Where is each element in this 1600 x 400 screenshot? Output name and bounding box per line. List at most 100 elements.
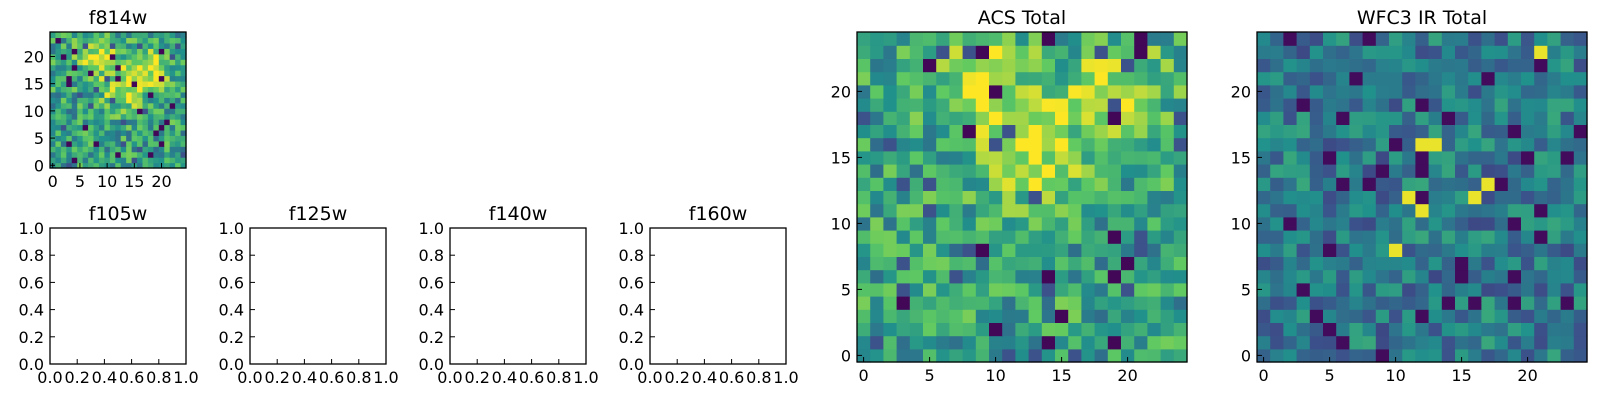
heatmap-cell [175,124,182,131]
heatmap-cell [909,111,924,125]
heatmap-cell [989,71,1003,86]
heatmap-cell [923,98,937,112]
heatmap-cell [1534,296,1548,310]
heatmap-cell [120,53,127,60]
heatmap-cell [131,140,138,147]
heatmap-cell [104,70,111,77]
heatmap-cell [1121,203,1135,218]
heatmap-cell [55,102,62,109]
heatmap-cell [126,140,133,147]
heatmap-cell [1055,150,1069,165]
heatmap-cell [137,129,144,136]
heatmap-cell [55,75,62,82]
heatmap-cell [883,32,898,46]
heatmap-cell [1560,322,1575,337]
heatmap-cell [1349,98,1364,112]
heatmap-cell [175,64,182,71]
heatmap-cell [66,86,73,93]
heatmap-cell [158,113,165,120]
heatmap-cell [120,113,127,120]
heatmap-cell [153,59,160,66]
heatmap-cell [1147,216,1162,231]
heatmap-cell [989,296,1003,310]
heatmap-cell [1547,137,1562,152]
heatmap-cell [1173,256,1188,271]
heatmap-cell [82,64,89,71]
heatmap-cell [147,140,154,147]
heatmap-cell [169,102,176,109]
axes-background [450,228,586,364]
heatmap-cell [137,135,144,142]
heatmap-cell [93,162,100,169]
heatmap-cell [1094,137,1109,152]
heatmap-cell [1041,296,1056,310]
heatmap-cell [1134,71,1148,86]
heatmap-cell [137,97,144,104]
heatmap-cell [975,111,990,125]
heatmap-cell [120,75,127,82]
heatmap-cell [175,113,182,120]
heatmap-cell [1002,190,1016,205]
heatmap-cell [1107,98,1122,112]
heatmap-cell [1296,243,1311,257]
heatmap-cell [142,48,149,55]
heatmap-cell [82,124,89,131]
heatmap-cell [131,129,138,136]
heatmap-cell [1415,269,1430,284]
heatmap-cell [1160,32,1175,46]
heatmap-cell [126,157,133,164]
heatmap-cell [109,102,116,109]
heatmap-cell [1455,190,1469,205]
heatmap-cell [1068,137,1082,152]
heatmap-cell [1534,335,1548,350]
heatmap-cell [975,335,990,350]
heatmap-cell [109,91,116,98]
y-tick-label: 0.6 [419,273,444,292]
heatmap-cell [66,129,73,136]
heatmap-cell [989,230,1003,244]
heatmap-cell [55,59,62,66]
heatmap-cell [1134,111,1148,125]
heatmap-cell [50,129,57,136]
heatmap-cell [1173,137,1188,152]
heatmap-cell [1134,203,1148,218]
heatmap-cell [857,322,871,337]
y-tick-label: 15 [24,75,44,94]
heatmap-cell [1134,177,1148,191]
heatmap-cell [1336,203,1350,218]
heatmap-cell [147,97,154,104]
heatmap-cell [949,230,964,244]
heatmap-cell [1147,71,1162,86]
heatmap-cell [77,48,84,55]
heatmap-cell [1028,190,1043,205]
heatmap-cell [989,32,1003,46]
heatmap-cell [77,108,84,115]
heatmap-cells [1257,32,1588,363]
heatmap-cell [1441,84,1456,99]
heatmap-cell [164,86,171,93]
heatmap-cell [1173,243,1188,257]
heatmap-cell [1147,150,1162,165]
heatmap-cell [180,37,187,44]
heatmap-cell [180,75,187,82]
heatmap-cell [989,190,1003,205]
heatmap-cell [120,151,127,158]
heatmap-cell [126,119,133,126]
heatmap-cell [1375,45,1390,59]
heatmap-cell [1560,256,1575,271]
heatmap-cell [66,146,73,153]
heatmap-cell [1147,32,1162,46]
heatmap-cell [88,151,95,158]
heatmap-cell [98,119,105,126]
heatmap-cell [77,129,84,136]
heatmap-cell [1015,322,1030,337]
heatmap-cell [1002,256,1016,271]
heatmap-cell [66,157,73,164]
heatmap-cell [1094,124,1109,139]
heatmap-cell [175,48,182,55]
heatmap-cell [949,84,964,99]
heatmap-cell [1507,230,1522,244]
heatmap-cell [989,309,1003,323]
heatmap-cell [66,53,73,60]
heatmap-cell [1481,190,1496,205]
